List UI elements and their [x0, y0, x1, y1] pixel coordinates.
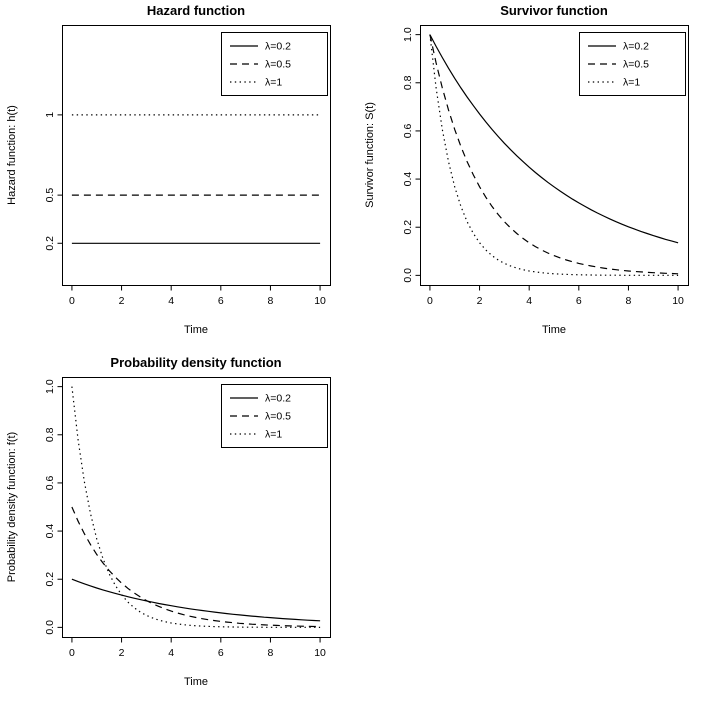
x-tick-label: 0 — [69, 295, 75, 307]
x-tick-label: 10 — [672, 295, 684, 307]
legend-label: λ=1 — [623, 77, 640, 89]
legend-box — [221, 32, 328, 96]
probability-density-function-chart: Probability density function Time Probabil… — [6, 355, 331, 688]
y-tick-label: 0.6 — [402, 123, 414, 138]
survivor-function-chart: Survivor function Time Survivor function: … — [364, 3, 689, 336]
y-axis-label: Probability density function: f(t) — [6, 432, 18, 582]
y-tick-label: 1.0 — [44, 379, 56, 394]
hazard-function-chart: Hazard function Time Hazard function: h(t)… — [6, 3, 331, 336]
series-line-1 — [429, 34, 679, 275]
y-tick-label: 0.8 — [402, 75, 414, 90]
y-tick-label: 0.2 — [402, 220, 414, 235]
legend-label: λ=1 — [265, 77, 282, 89]
series-line-0 — [71, 578, 321, 622]
series-line-0 — [429, 34, 679, 244]
chart-title: Probability density function — [110, 355, 281, 370]
y-tick-label: 0.4 — [44, 524, 56, 539]
y-tick-label: 0.2 — [44, 572, 56, 587]
panel-hazard-function: Hazard function Time Hazard function: h(t)… — [0, 0, 358, 352]
y-tick-label: 0.0 — [402, 268, 414, 283]
chart-title: Hazard function — [147, 3, 245, 18]
legend-label: λ=0.2 — [623, 41, 649, 53]
panel-probability-density-function: Probability density function Time Probabil… — [0, 352, 358, 704]
panel-survivor-function: Survivor function Time Survivor function: … — [358, 0, 717, 352]
x-tick-label: 2 — [119, 647, 125, 659]
y-tick-label: 0.6 — [44, 475, 56, 490]
y-tick-label: 1.0 — [402, 27, 414, 42]
x-tick-label: 8 — [268, 647, 274, 659]
y-tick-label: 0.0 — [44, 620, 56, 635]
plot-box — [420, 25, 689, 286]
y-tick-label: 0.4 — [402, 172, 414, 187]
y-tick-label: 0.2 — [44, 236, 56, 251]
y-tick-label: 0.8 — [44, 427, 56, 442]
x-tick-label: 4 — [168, 295, 174, 307]
x-tick-label: 0 — [427, 295, 433, 307]
x-tick-label: 2 — [119, 295, 125, 307]
plot-box — [62, 25, 331, 286]
x-tick-label: 4 — [526, 295, 532, 307]
empty-panel — [358, 352, 717, 704]
legend-box — [221, 384, 328, 448]
x-tick-label: 6 — [218, 295, 224, 307]
x-tick-label: 6 — [218, 647, 224, 659]
x-tick-label: 4 — [168, 647, 174, 659]
x-tick-label: 8 — [626, 295, 632, 307]
x-axis-label: Time — [184, 324, 208, 336]
plot-box — [62, 377, 331, 638]
x-tick-label: 10 — [314, 295, 326, 307]
legend-label: λ=0.5 — [623, 59, 649, 71]
y-tick-label: 0.5 — [44, 188, 56, 203]
chart-title: Survivor function — [500, 3, 608, 18]
legend-label: λ=0.5 — [265, 411, 291, 423]
legend-label: λ=0.2 — [265, 41, 291, 53]
x-tick-label: 0 — [69, 647, 75, 659]
y-axis-label: Hazard function: h(t) — [6, 105, 18, 205]
x-tick-label: 10 — [314, 647, 326, 659]
legend-label: λ=1 — [265, 429, 282, 441]
series-line-1 — [71, 506, 321, 628]
y-axis-label: Survivor function: S(t) — [364, 102, 376, 208]
y-tick-label: 1 — [44, 112, 56, 118]
x-tick-label: 8 — [268, 295, 274, 307]
legend-box — [579, 32, 686, 96]
legend-label: λ=0.5 — [265, 59, 291, 71]
x-tick-label: 6 — [576, 295, 582, 307]
x-axis-label: Time — [542, 324, 566, 336]
x-axis-label: Time — [184, 676, 208, 688]
x-tick-label: 2 — [477, 295, 483, 307]
legend-label: λ=0.2 — [265, 393, 291, 405]
